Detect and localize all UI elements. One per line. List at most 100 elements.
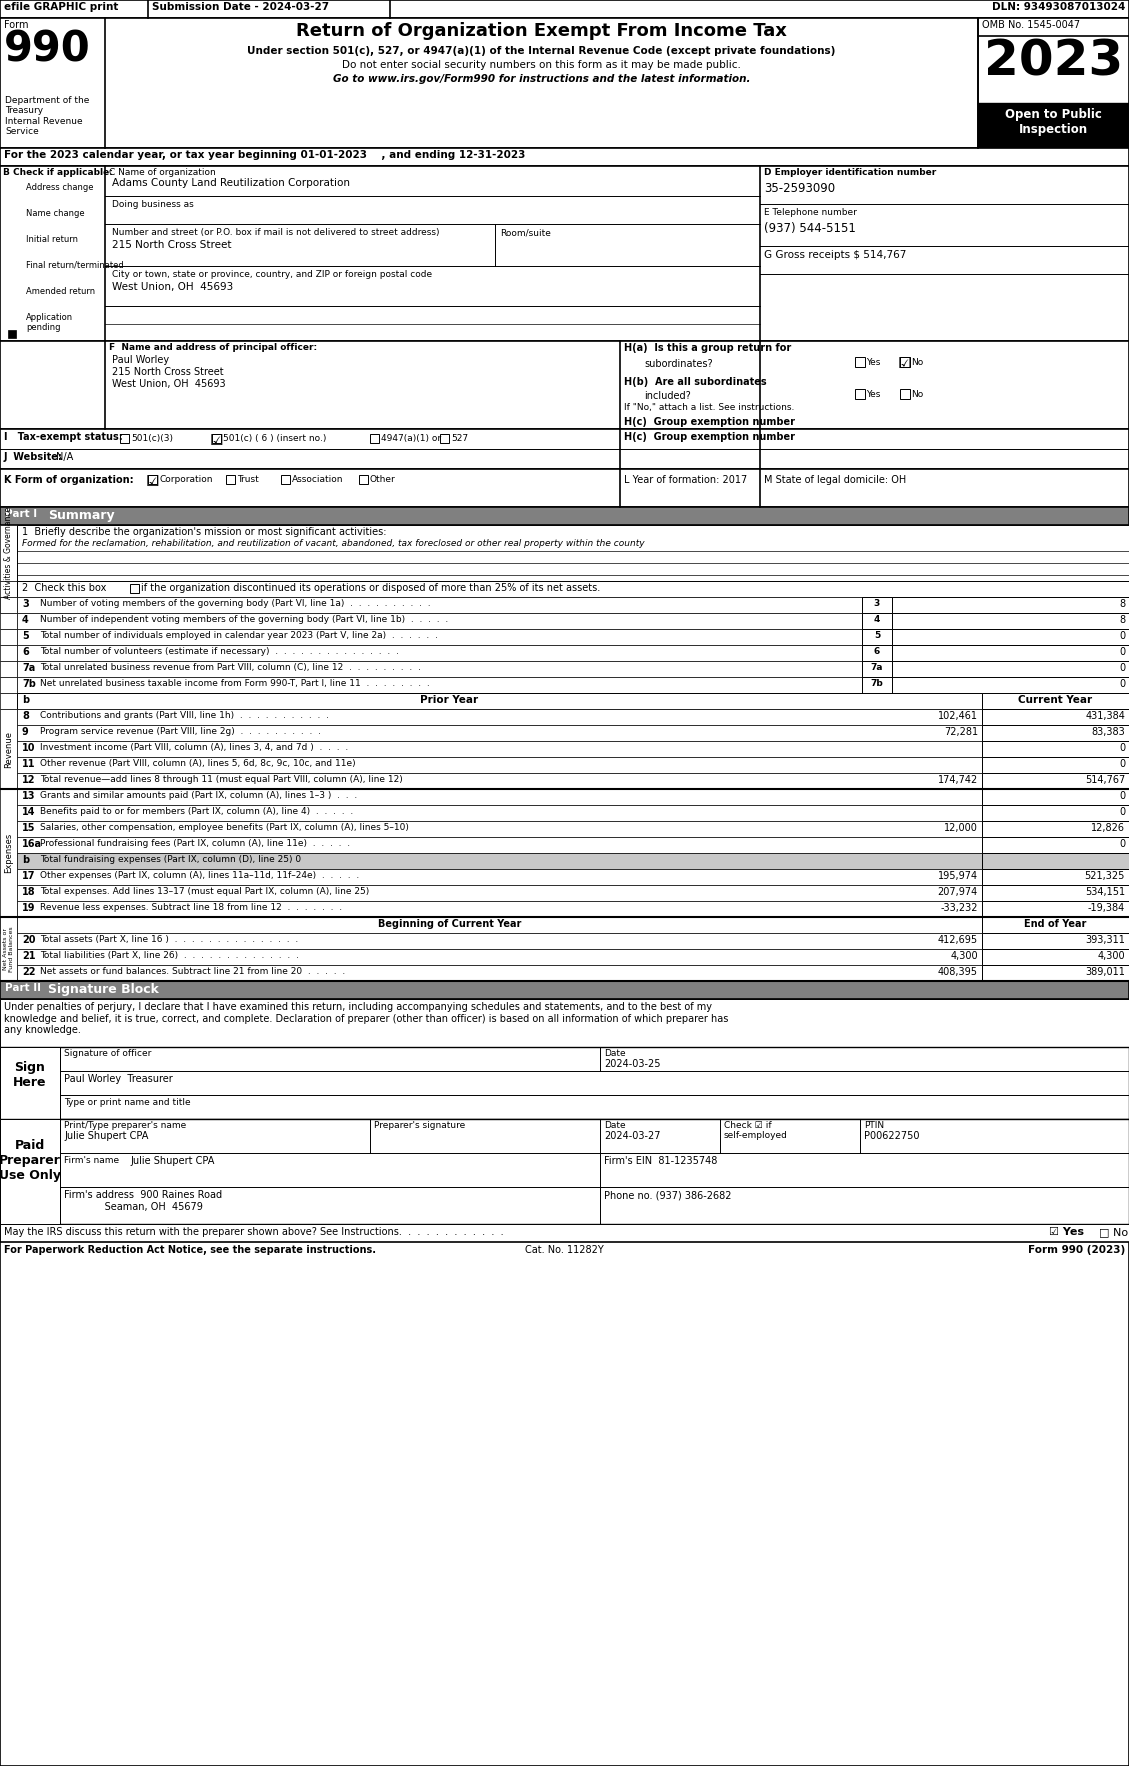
Text: 408,395: 408,395 xyxy=(938,968,978,977)
Bar xyxy=(17,805,982,821)
Text: H(b)  Are all subordinates: H(b) Are all subordinates xyxy=(624,376,767,387)
Text: b: b xyxy=(21,696,29,705)
Bar xyxy=(0,1120,1129,1224)
Bar xyxy=(982,885,1129,901)
Bar xyxy=(17,932,982,948)
Bar xyxy=(0,341,1129,429)
Bar xyxy=(0,1047,60,1120)
Text: 10: 10 xyxy=(21,743,35,752)
Text: 195,974: 195,974 xyxy=(938,871,978,881)
Text: Initial return: Initial return xyxy=(26,235,78,244)
Text: Number of voting members of the governing body (Part VI, line 1a)  .  .  .  .  .: Number of voting members of the governin… xyxy=(40,599,430,608)
Bar xyxy=(120,434,129,443)
Text: Trust: Trust xyxy=(237,475,259,484)
Bar xyxy=(863,613,892,629)
Text: Summary: Summary xyxy=(49,509,115,523)
Bar xyxy=(0,676,17,692)
Text: 521,325: 521,325 xyxy=(1085,871,1124,881)
Bar xyxy=(892,660,1129,676)
Bar xyxy=(0,166,1129,341)
Text: Adams County Land Reutilization Corporation: Adams County Land Reutilization Corporat… xyxy=(112,178,350,187)
Text: 3: 3 xyxy=(874,599,881,608)
Text: 11: 11 xyxy=(21,759,35,768)
Text: 514,767: 514,767 xyxy=(1085,775,1124,786)
Text: Yes: Yes xyxy=(866,390,881,399)
Text: G Gross receipts $ 514,767: G Gross receipts $ 514,767 xyxy=(764,251,907,260)
Bar xyxy=(982,837,1129,853)
Text: West Union, OH  45693: West Union, OH 45693 xyxy=(112,380,226,389)
Text: 18: 18 xyxy=(21,887,36,897)
Text: 0: 0 xyxy=(1119,839,1124,849)
Text: Grants and similar amounts paid (Part IX, column (A), lines 1–3 )  .  .  .: Grants and similar amounts paid (Part IX… xyxy=(40,791,357,800)
Text: Current Year: Current Year xyxy=(1018,696,1093,705)
Text: Under section 501(c), 527, or 4947(a)(1) of the Internal Revenue Code (except pr: Under section 501(c), 527, or 4947(a)(1)… xyxy=(247,46,835,57)
Text: 9: 9 xyxy=(21,728,28,736)
Text: 7a: 7a xyxy=(870,662,883,673)
Text: 0: 0 xyxy=(1119,743,1124,752)
Text: Firm's address  900 Raines Road: Firm's address 900 Raines Road xyxy=(64,1190,222,1201)
Text: Check ☑ if: Check ☑ if xyxy=(724,1121,771,1130)
Bar xyxy=(892,613,1129,629)
Text: End of Year: End of Year xyxy=(1024,918,1087,929)
Text: 12: 12 xyxy=(21,775,35,786)
Bar xyxy=(0,597,17,613)
Bar xyxy=(892,676,1129,692)
Text: 0: 0 xyxy=(1119,662,1124,673)
Bar xyxy=(863,597,892,613)
Bar xyxy=(863,597,982,613)
Text: Phone no. (937) 386-2682: Phone no. (937) 386-2682 xyxy=(604,1190,732,1201)
Bar xyxy=(0,1047,1129,1120)
Text: 102,461: 102,461 xyxy=(938,712,978,721)
Bar xyxy=(17,789,982,805)
Bar xyxy=(892,597,1129,613)
Bar xyxy=(17,853,982,869)
Text: 0: 0 xyxy=(1119,759,1124,768)
Text: 4: 4 xyxy=(874,615,881,623)
Text: self-employed: self-employed xyxy=(724,1130,788,1141)
Text: Total number of individuals employed in calendar year 2023 (Part V, line 2a)  . : Total number of individuals employed in … xyxy=(40,630,438,639)
Text: J  Website:: J Website: xyxy=(5,452,63,463)
Text: I   Tax-exempt status:: I Tax-exempt status: xyxy=(5,433,123,442)
Bar xyxy=(982,932,1129,948)
Bar xyxy=(0,0,1129,18)
Text: 0: 0 xyxy=(1119,630,1124,641)
Text: Beginning of Current Year: Beginning of Current Year xyxy=(378,918,522,929)
Text: 0: 0 xyxy=(1119,678,1124,689)
Text: 6: 6 xyxy=(21,646,28,657)
Bar xyxy=(0,581,17,597)
Text: Total expenses. Add lines 13–17 (must equal Part IX, column (A), line 25): Total expenses. Add lines 13–17 (must eq… xyxy=(40,887,369,895)
Bar xyxy=(0,917,17,932)
Text: 21: 21 xyxy=(21,952,35,961)
Text: 501(c) ( 6 ) (insert no.): 501(c) ( 6 ) (insert no.) xyxy=(224,434,326,443)
Bar xyxy=(982,821,1129,837)
Text: Signature Block: Signature Block xyxy=(49,984,159,996)
Text: Association: Association xyxy=(292,475,343,484)
Bar xyxy=(17,660,863,676)
Text: 0: 0 xyxy=(1119,807,1124,818)
Text: May the IRS discuss this return with the preparer shown above? See Instructions.: May the IRS discuss this return with the… xyxy=(5,1227,504,1236)
Text: C Name of organization: C Name of organization xyxy=(110,168,216,177)
Bar xyxy=(0,148,1129,166)
Bar xyxy=(0,507,1129,525)
Text: E Telephone number: E Telephone number xyxy=(764,208,857,217)
Text: Address change: Address change xyxy=(26,184,94,192)
Text: K Form of organization:: K Form of organization: xyxy=(5,475,133,486)
Bar xyxy=(982,948,1129,964)
Text: 534,151: 534,151 xyxy=(1085,887,1124,897)
Text: □ No: □ No xyxy=(1099,1227,1128,1236)
Text: Total revenue—add lines 8 through 11 (must equal Part VIII, column (A), line 12): Total revenue—add lines 8 through 11 (mu… xyxy=(40,775,403,784)
Text: 207,974: 207,974 xyxy=(938,887,978,897)
Bar xyxy=(17,869,982,885)
Bar xyxy=(863,629,892,645)
Text: Date: Date xyxy=(604,1121,625,1130)
Text: 7a: 7a xyxy=(21,662,35,673)
Text: PTIN: PTIN xyxy=(864,1121,884,1130)
Text: 2  Check this box: 2 Check this box xyxy=(21,583,106,593)
Text: 5: 5 xyxy=(21,630,28,641)
Text: 174,742: 174,742 xyxy=(938,775,978,786)
Text: 4,300: 4,300 xyxy=(951,952,978,961)
Text: 389,011: 389,011 xyxy=(1085,968,1124,977)
Text: Professional fundraising fees (Part IX, column (A), line 11e)  .  .  .  .  .: Professional fundraising fees (Part IX, … xyxy=(40,839,350,848)
Text: -33,232: -33,232 xyxy=(940,902,978,913)
Bar xyxy=(982,774,1129,789)
